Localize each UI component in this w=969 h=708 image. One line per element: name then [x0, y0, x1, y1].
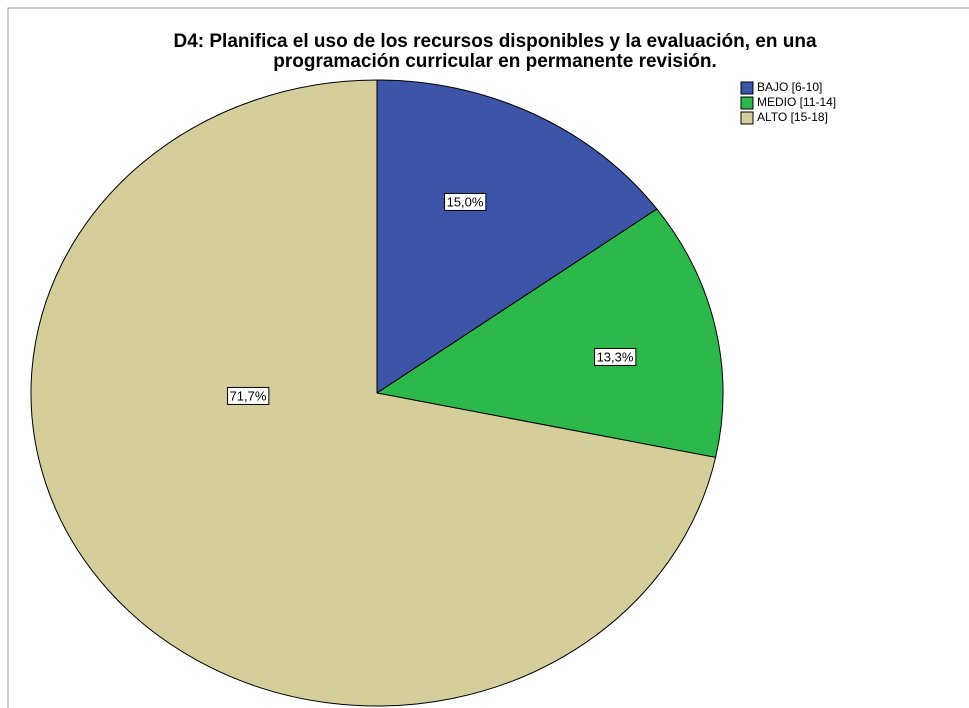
label-box	[594, 347, 637, 366]
value-label: 13,3%	[597, 349, 634, 364]
legend-label: MEDIO [11-14]	[757, 95, 836, 109]
data-label: 13,3%	[594, 347, 637, 366]
label-box	[444, 192, 487, 211]
legend-swatch	[740, 81, 754, 95]
data-label: 15,0%	[444, 192, 487, 211]
pie-slice	[375, 208, 724, 459]
chart-title: D4: Planifica el uso de los recursos dis…	[173, 31, 816, 52]
value-label: 15,0%	[447, 194, 484, 209]
chart-title: programación curricular en permanente re…	[273, 51, 716, 72]
legend-swatch	[740, 111, 754, 125]
pie-slice	[376, 79, 658, 394]
legend-label: BAJO [6-10]	[757, 80, 822, 94]
legend-label: ALTO [15-18]	[757, 110, 828, 124]
pie-slice	[30, 79, 717, 707]
frame	[7, 7, 969, 708]
label-box	[227, 386, 270, 405]
data-label: 71,7%	[227, 386, 270, 405]
legend-swatch	[740, 96, 754, 110]
value-label: 71,7%	[230, 388, 267, 403]
